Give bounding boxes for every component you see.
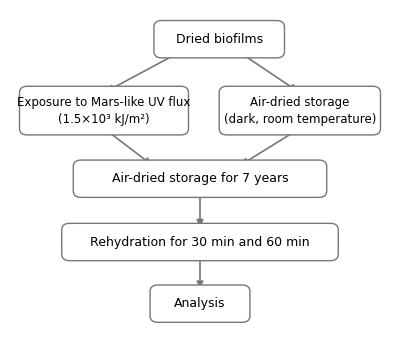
FancyBboxPatch shape [154, 21, 284, 58]
FancyBboxPatch shape [150, 285, 250, 322]
Text: Air-dried storage
(dark, room temperature): Air-dried storage (dark, room temperatur… [224, 96, 376, 126]
Text: Rehydration for 30 min and 60 min: Rehydration for 30 min and 60 min [90, 236, 310, 248]
Text: Air-dried storage for 7 years: Air-dried storage for 7 years [112, 172, 288, 185]
Text: Dried biofilms: Dried biofilms [176, 33, 263, 46]
Text: Analysis: Analysis [174, 297, 226, 310]
FancyBboxPatch shape [219, 86, 380, 135]
FancyBboxPatch shape [20, 86, 188, 135]
FancyBboxPatch shape [62, 223, 338, 261]
Text: Exposure to Mars-like UV flux
(1.5×10³ kJ/m²): Exposure to Mars-like UV flux (1.5×10³ k… [17, 96, 191, 126]
FancyBboxPatch shape [73, 160, 327, 197]
